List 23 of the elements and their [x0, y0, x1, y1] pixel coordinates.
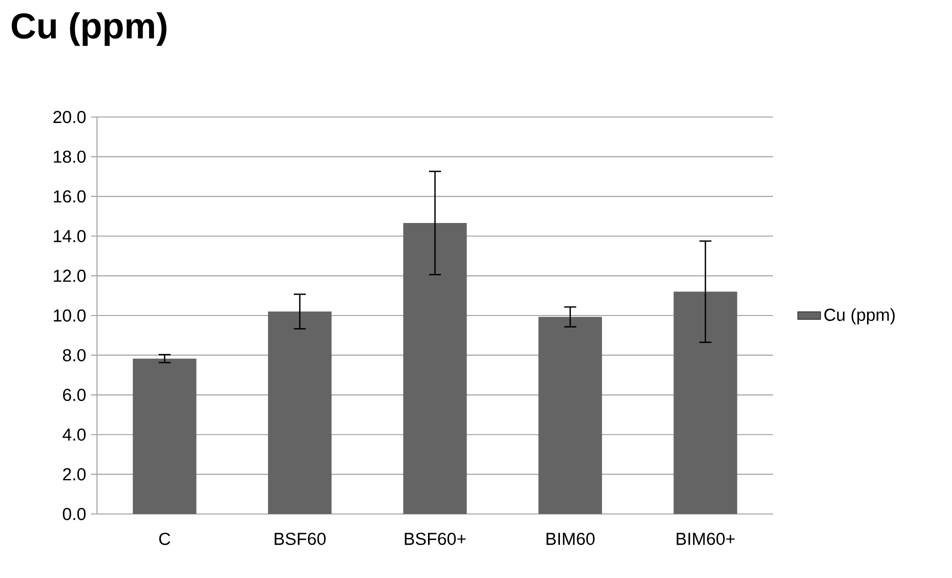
y-tick-label: 12.0 — [54, 270, 86, 282]
y-tick-label: 2.0 — [63, 468, 86, 480]
y-tick-label: 0.0 — [62, 508, 86, 520]
y-tick-label: 18.0 — [54, 150, 86, 163]
y-tick-label: 10.0 — [54, 309, 86, 322]
bar — [268, 312, 332, 514]
bar — [538, 316, 602, 514]
x-tick-label: BSF60+ — [404, 532, 466, 545]
legend-label: Cu (ppm) — [824, 308, 895, 324]
bar — [132, 358, 196, 514]
x-tick-label: BSF60 — [274, 532, 326, 545]
y-tick-label: 20.0 — [53, 110, 86, 124]
y-tick-label: 14.0 — [54, 230, 86, 242]
x-tick-label: BIM60 — [546, 532, 595, 545]
y-tick-label: 6.0 — [63, 388, 86, 402]
bar — [403, 223, 467, 514]
chart-title: Cu (ppm) — [12, 12, 166, 46]
y-tick-label: 4.0 — [62, 428, 86, 441]
x-tick-label: C — [159, 532, 170, 545]
x-tick-label: BIM60+ — [676, 532, 735, 545]
y-tick-label: 8.0 — [62, 349, 86, 362]
y-tick-label: 16.0 — [54, 190, 86, 203]
bar — [674, 292, 738, 514]
